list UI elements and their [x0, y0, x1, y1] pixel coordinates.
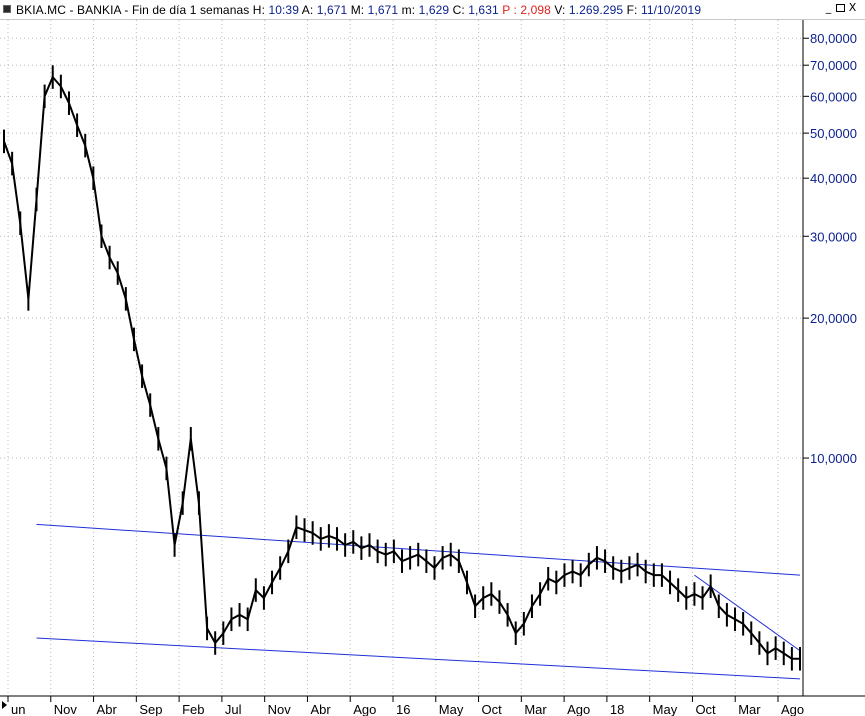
y-tick-label: 20,0000	[810, 311, 857, 326]
x-tick-label: Sep	[139, 702, 162, 716]
hora-value: 10:39	[268, 3, 299, 17]
y-tick-label: 80,0000	[810, 31, 857, 46]
fecha-value: 11/10/2019	[640, 3, 702, 17]
minimize-button[interactable]: _	[825, 1, 832, 14]
close-button[interactable]: X	[848, 1, 857, 14]
apertura-value: 1,671	[316, 3, 348, 17]
cierre-label: C:	[452, 3, 465, 17]
maximo-label: M:	[350, 3, 365, 17]
price-chart[interactable]: 80,0000 70,0000 60,0000 50,0000 40,0000 30,00…	[0, 20, 865, 716]
apertura-label: A:	[301, 3, 314, 17]
maximo-value: 1,671	[367, 3, 399, 17]
x-tick-label: Ago	[567, 702, 590, 716]
x-tick-label: un	[11, 702, 25, 716]
maximize-button[interactable]	[836, 4, 845, 12]
y-tick-label: 70,0000	[810, 58, 857, 73]
symbol: BKIA.MC	[16, 3, 67, 17]
x-tick-label: Nov	[54, 702, 78, 716]
x-tick-label: Oct	[695, 702, 716, 716]
x-tick-label: May	[439, 702, 464, 716]
x-tick-label: May	[653, 702, 678, 716]
price-series	[3, 65, 801, 671]
x-tick-label: Feb	[182, 702, 204, 716]
x-tick-label: Mar	[524, 702, 547, 716]
chart-header-text: BKIA.MC - BANKIA - Fin de día 1 semanas …	[16, 3, 702, 17]
x-tick-label: Ago	[781, 702, 804, 716]
x-tick-label: 16	[396, 702, 410, 716]
p-label: P :	[502, 3, 517, 17]
p-value: 2,098	[520, 3, 551, 17]
window-icon[interactable]	[3, 5, 11, 13]
window-controls: _ X	[822, 2, 859, 15]
x-tick-label: Abr	[97, 702, 118, 716]
hora-label: H:	[252, 3, 265, 17]
x-tick-label: Jul	[225, 702, 242, 716]
x-tick-label: Abr	[310, 702, 331, 716]
horizontal-gridlines	[0, 37, 803, 459]
x-tick-label: Oct	[482, 702, 503, 716]
scroll-left-icon[interactable]	[2, 701, 7, 709]
x-tick-label: Mar	[738, 702, 761, 716]
y-tick-label: 30,0000	[810, 229, 857, 244]
minimo-value: 1,629	[418, 3, 450, 17]
y-tick-label: 60,0000	[810, 89, 857, 104]
x-axis-ticks: un Nov Abr Sep Feb Jul Nov Abr Ago 16 May Oct Mar Ago…	[7, 696, 804, 716]
volumen-value: 1.269.295	[568, 3, 624, 17]
fecha-label: F:	[626, 3, 638, 17]
cierre-value: 1,631	[468, 3, 499, 17]
y-axis-ticks: 80,0000 70,0000 60,0000 50,0000 40,0000 30,00…	[803, 31, 857, 466]
chart-title-bar: BKIA.MC - BANKIA - Fin de día 1 semanas …	[0, 0, 865, 20]
x-tick-label: Ago	[353, 702, 376, 716]
price-line	[3, 75, 800, 660]
minimo-label: m:	[401, 3, 416, 17]
y-tick-label: 40,0000	[810, 171, 857, 186]
x-tick-label: Nov	[268, 702, 292, 716]
period-description: Fin de día 1 semanas	[131, 3, 250, 17]
y-tick-label: 50,0000	[810, 126, 857, 141]
instrument-name: BANKIA	[77, 3, 121, 17]
volumen-label: V:	[554, 3, 566, 17]
channel-line	[36, 637, 801, 680]
x-tick-label: 18	[610, 702, 624, 716]
y-tick-label: 10,0000	[810, 451, 857, 466]
vertical-gridlines	[7, 20, 779, 696]
